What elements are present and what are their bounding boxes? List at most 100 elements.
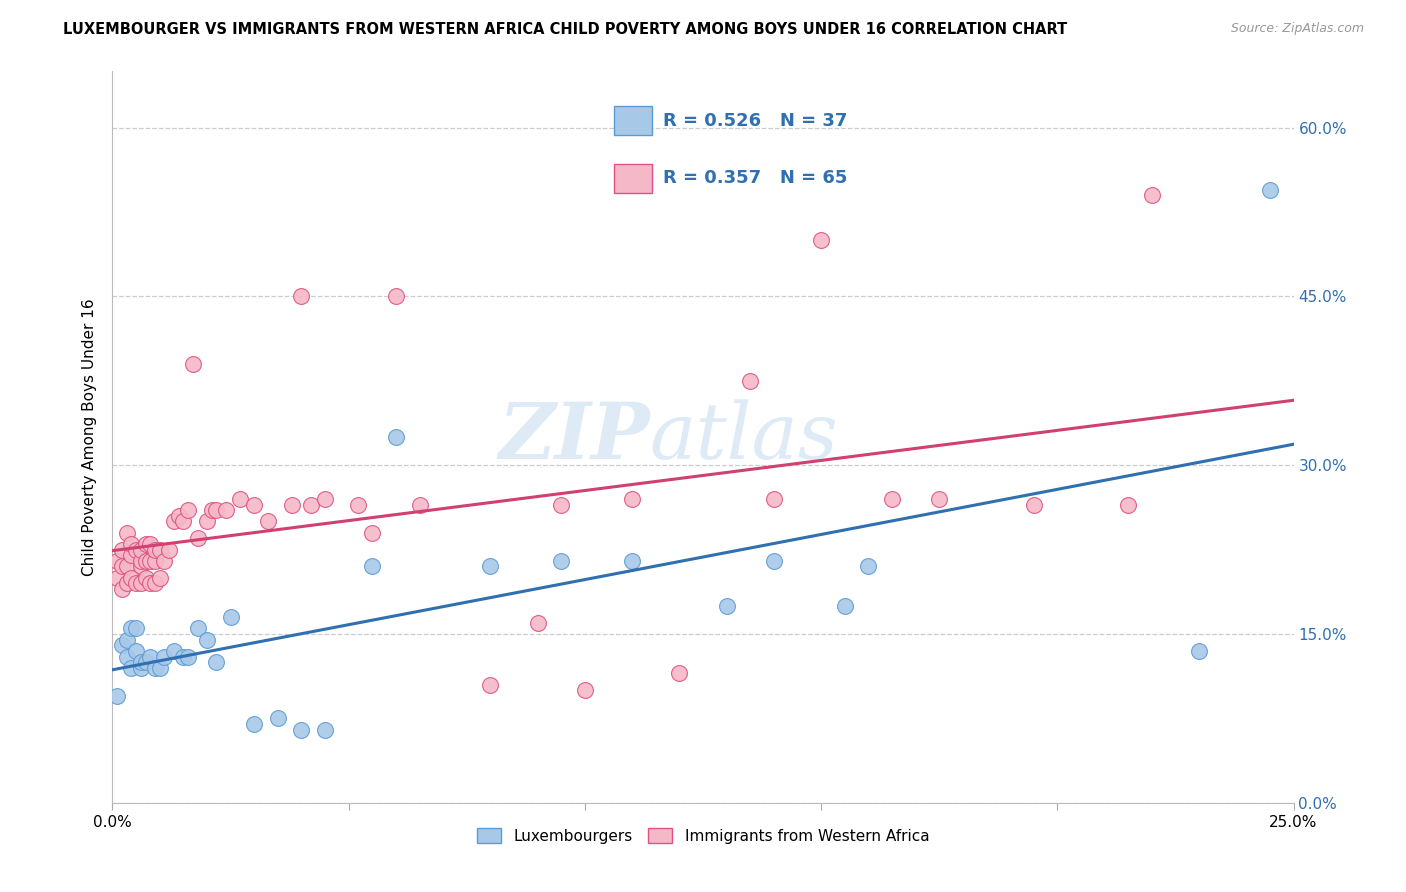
- Point: [105, 689, 128, 703]
- Point: [229, 491, 252, 506]
- Point: [243, 717, 266, 731]
- Point: [834, 599, 856, 613]
- Point: [1116, 498, 1139, 512]
- Point: [299, 498, 322, 512]
- Legend: Luxembourgers, Immigrants from Western Africa: Luxembourgers, Immigrants from Western A…: [471, 822, 935, 850]
- Point: [880, 491, 903, 506]
- Point: [125, 576, 148, 591]
- Point: [621, 491, 644, 506]
- Point: [167, 508, 190, 523]
- Point: [149, 661, 172, 675]
- Point: [181, 357, 204, 371]
- Point: [120, 661, 142, 675]
- Point: [385, 289, 408, 303]
- Point: [928, 491, 950, 506]
- Point: [157, 542, 180, 557]
- Point: [125, 644, 148, 658]
- Point: [163, 644, 186, 658]
- Point: [314, 491, 336, 506]
- Point: [1188, 644, 1211, 658]
- Point: [385, 430, 408, 444]
- Point: [205, 655, 228, 669]
- Point: [129, 655, 152, 669]
- Point: [120, 537, 142, 551]
- Point: [115, 649, 138, 664]
- Point: [408, 498, 430, 512]
- Point: [125, 542, 148, 557]
- Point: [195, 515, 218, 529]
- Point: [129, 661, 152, 675]
- Point: [740, 374, 762, 388]
- Point: [153, 554, 176, 568]
- Point: [172, 515, 194, 529]
- Point: [135, 537, 157, 551]
- Point: [479, 678, 502, 692]
- Point: [290, 289, 312, 303]
- Point: [105, 554, 128, 568]
- Point: [143, 661, 166, 675]
- Point: [139, 537, 162, 551]
- Point: [205, 503, 228, 517]
- Point: [125, 621, 148, 635]
- Point: [668, 666, 690, 681]
- Point: [120, 621, 142, 635]
- Point: [219, 610, 242, 624]
- Point: [195, 632, 218, 647]
- Point: [550, 554, 572, 568]
- Point: [163, 515, 186, 529]
- Point: [149, 542, 172, 557]
- Point: [347, 498, 370, 512]
- Point: [177, 649, 200, 664]
- Point: [574, 683, 596, 698]
- Point: [135, 655, 157, 669]
- Point: [149, 571, 172, 585]
- Point: [290, 723, 312, 737]
- Point: [186, 532, 208, 546]
- Point: [858, 559, 880, 574]
- Point: [135, 554, 157, 568]
- Text: atlas: atlas: [650, 399, 838, 475]
- Point: [143, 542, 166, 557]
- Point: [105, 571, 128, 585]
- Point: [186, 621, 208, 635]
- Point: [267, 711, 290, 725]
- Point: [281, 498, 304, 512]
- Point: [115, 525, 138, 540]
- Point: [479, 559, 502, 574]
- Point: [215, 503, 238, 517]
- Point: [810, 233, 832, 247]
- Point: [243, 498, 266, 512]
- Point: [361, 559, 384, 574]
- Point: [129, 554, 152, 568]
- Point: [111, 582, 134, 596]
- Point: [621, 554, 644, 568]
- Point: [129, 542, 152, 557]
- Point: [111, 559, 134, 574]
- Y-axis label: Child Poverty Among Boys Under 16: Child Poverty Among Boys Under 16: [82, 298, 97, 576]
- Point: [1258, 182, 1281, 196]
- Point: [153, 649, 176, 664]
- Point: [257, 515, 280, 529]
- Point: [550, 498, 572, 512]
- Point: [1140, 188, 1163, 202]
- Point: [172, 649, 194, 664]
- Point: [129, 559, 152, 574]
- Point: [129, 576, 152, 591]
- Point: [135, 571, 157, 585]
- Point: [314, 723, 336, 737]
- Point: [111, 638, 134, 652]
- Point: [762, 554, 785, 568]
- Point: [139, 576, 162, 591]
- Point: [115, 632, 138, 647]
- Point: [120, 548, 142, 562]
- Point: [361, 525, 384, 540]
- Point: [1022, 498, 1045, 512]
- Point: [716, 599, 738, 613]
- Text: ZIP: ZIP: [498, 399, 650, 475]
- Point: [115, 559, 138, 574]
- Point: [526, 615, 548, 630]
- Point: [201, 503, 224, 517]
- Point: [120, 571, 142, 585]
- Point: [115, 576, 138, 591]
- Text: Source: ZipAtlas.com: Source: ZipAtlas.com: [1230, 22, 1364, 36]
